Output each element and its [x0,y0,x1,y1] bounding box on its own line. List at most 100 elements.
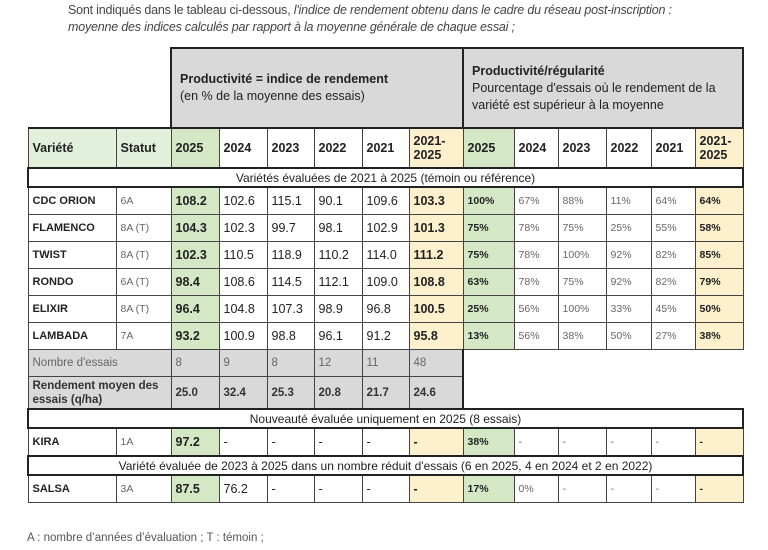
value-cell: 82% [650,268,696,296]
value-cell: - [694,427,744,457]
value-cell: 79% [694,268,744,296]
status: 6A (T) [115,268,172,296]
section-title: Nouveauté évaluée uniquement en 2025 (8 … [26,408,745,429]
column-header: 2025 [170,127,220,169]
variety-name: LAMBADA [27,322,117,350]
mean-yield-value: 25.3 [266,376,315,410]
trial-count-value: 9 [218,349,268,377]
value-cell: 111.2 [408,241,464,269]
column-header-row: Variété Statut 2025 2024 2023 2022 2021 2021-20… [27,127,744,169]
value-cell: 38% [557,322,607,350]
regularity-header: Productivité/régularité Pourcentage d'ess… [462,47,745,129]
value-cell: - [650,474,696,503]
value-cell: 97.2 [170,427,220,457]
value-cell: 50% [694,295,744,323]
status: 8A (T) [115,241,172,269]
value-cell: 75% [557,268,607,296]
value-cell: 78% [513,268,559,296]
value-cell: 100% [557,295,607,323]
value-cell: 115.1 [266,186,315,215]
status: 3A [115,474,172,503]
column-header: Variété [27,127,117,169]
regularity-subtitle: Pourcentage d'essais où le rendement de … [472,80,716,112]
value-cell: 110.2 [313,241,363,269]
value-cell: 93.2 [170,322,220,350]
value-cell: 78% [513,214,559,242]
column-header: 2021-2025 [408,127,464,169]
value-cell: 38% [462,427,515,457]
value-cell: - [361,427,410,457]
value-cell: 100% [557,241,607,269]
value-cell: 100% [462,186,515,215]
value-cell: 100.5 [408,295,464,323]
value-cell: 67% [513,186,559,215]
value-cell: - [313,427,363,457]
value-cell: 109.6 [361,186,410,215]
table-row: SALSA 3A 87.5 76.2- - - -17% 0% - - - - [27,474,744,503]
productivity-header: Productivité = indice de rendement (en % … [169,47,465,129]
group-header-row: Productivité = indice de rendement (en % … [28,47,745,129]
trial-count-value: 8 [266,349,315,377]
value-cell: 55% [650,214,696,242]
column-header: 2024 [218,127,268,169]
blank-cell [28,48,171,129]
value-cell: - [218,427,268,457]
value-cell: 99.7 [266,214,315,242]
value-cell: 27% [650,322,696,350]
regularity-title: Productivité/régularité [472,63,605,78]
column-header: 2022 [313,127,363,169]
value-cell: 103.3 [408,186,464,215]
value-cell: 25% [605,214,652,242]
value-cell: 108.8 [408,268,464,296]
empty-cell [462,349,744,377]
section-row: Nouveauté évaluée uniquement en 2025 (8 … [26,408,745,429]
table-row: LAMBADA 7A 93.2 100.9 98.8 96.1 91.2 95.8 13% 56%… [27,322,744,350]
value-cell: 88% [557,186,607,215]
value-cell: 25% [462,295,515,323]
variety-name: RONDO [27,268,117,296]
status: 1A [115,427,172,457]
value-cell: - [266,474,315,503]
value-cell: 100.9 [218,322,268,350]
column-header: 2023 [266,127,315,169]
trial-count-row: Nombre d'essais 8 9 8 12 11 48 [27,349,744,377]
value-cell: - [650,427,696,457]
value-cell: 114.0 [361,241,410,269]
value-cell: - [605,474,652,503]
value-cell: 64% [650,186,696,215]
value-cell: - [266,427,315,457]
value-cell: - [408,474,464,503]
value-cell: 96.4 [170,295,220,323]
value-cell: 13% [462,322,515,350]
value-cell: 76.2 [218,474,268,503]
value-cell: 11% [605,186,652,215]
value-cell: 104.8 [218,295,268,323]
value-cell: 17% [462,474,515,503]
intro-text: Sont indiqués dans le tableau ci-dessous… [68,2,672,36]
value-cell: - [313,474,363,503]
section-title: Variétés évaluées de 2021 à 2025 (témoin… [26,167,745,188]
intro-italic: l'indice de rendement obtenu dans le cad… [293,3,672,17]
table-row: CDC ORION 6A 108.2 102.6 115.1 90.1 109.6 103.3… [27,186,744,215]
value-cell: 98.9 [313,295,363,323]
variety-name: CDC ORION [27,186,117,215]
value-cell: 102.6 [218,186,268,215]
value-cell: 96.1 [313,322,363,350]
section-title: Variété évaluée de 2023 à 2025 dans un n… [26,455,745,476]
mean-yield-label: Rendement moyen des essais (q/ha) [27,376,172,410]
value-cell: 112.1 [313,268,363,296]
value-cell: 50% [605,322,652,350]
value-cell: - [361,474,410,503]
empty-cell [462,376,744,409]
status: 8A (T) [115,214,172,242]
value-cell: 101.3 [408,214,464,242]
footnote: A : nombre d’années d’évaluation ; T : t… [27,532,264,544]
value-cell: 78% [513,241,559,269]
value-cell: - [694,474,744,503]
value-cell: 98.1 [313,214,363,242]
table-row: TWIST 8A (T) 102.3 110.5 118.9 110.2 114.0 111.… [27,241,744,269]
value-cell: 45% [650,295,696,323]
value-cell: 108.2 [170,186,220,215]
value-cell: 63% [462,268,515,296]
value-cell: 56% [513,322,559,350]
